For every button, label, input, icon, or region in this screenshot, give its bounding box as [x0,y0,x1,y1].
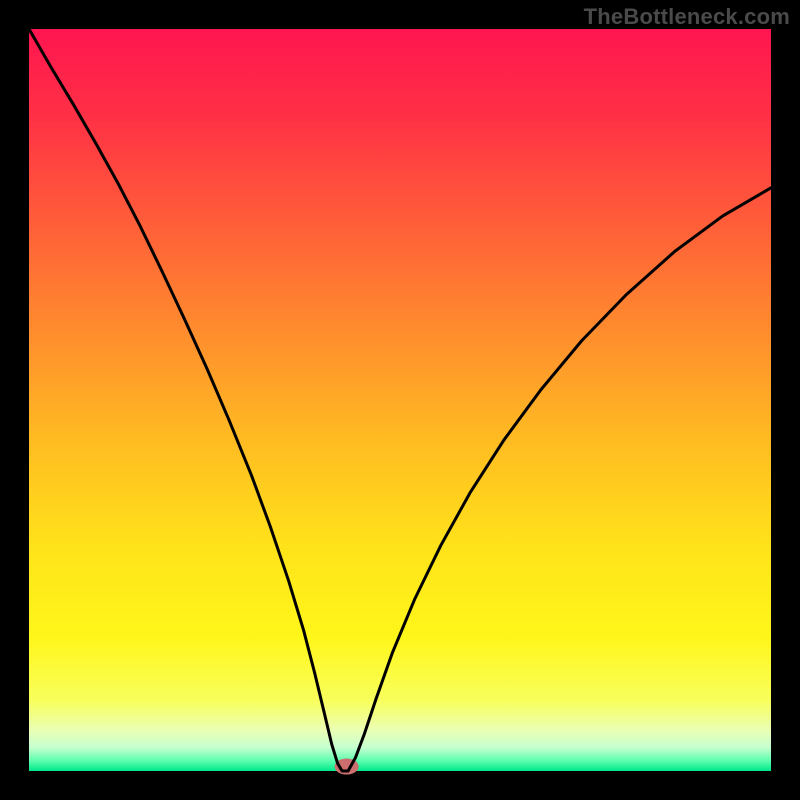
watermark-text: TheBottleneck.com [584,4,790,30]
bottleneck-chart [0,0,800,800]
gradient-background [29,29,771,771]
